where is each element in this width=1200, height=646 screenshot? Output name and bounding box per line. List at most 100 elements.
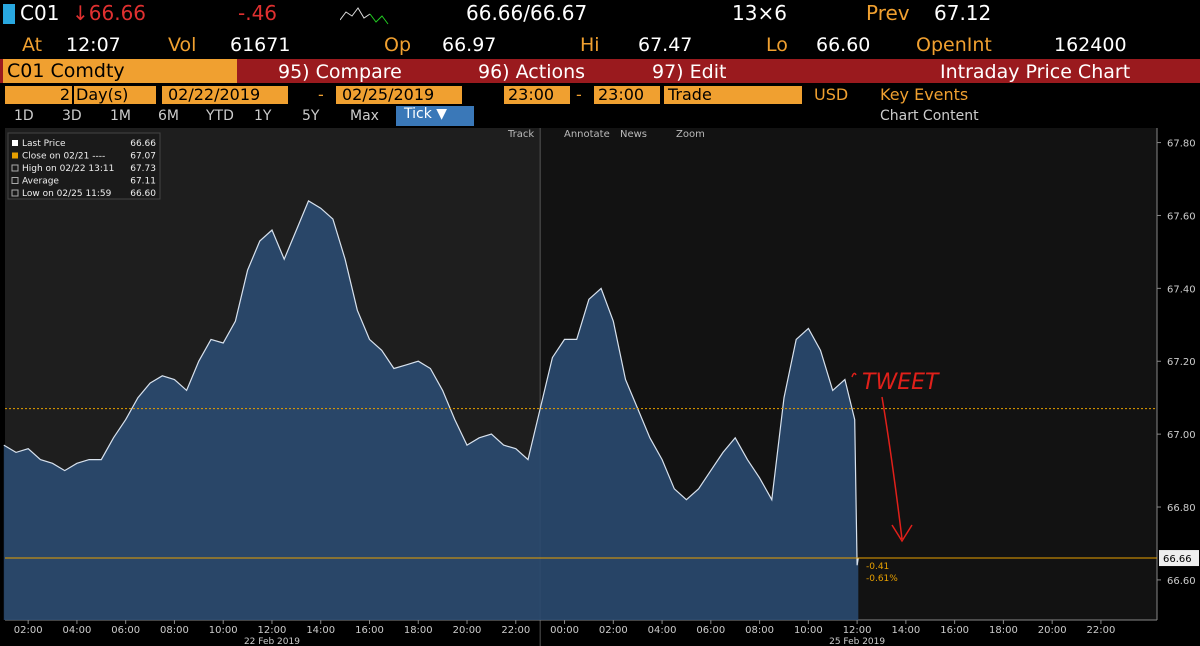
time-dash: - xyxy=(576,85,582,104)
date-dash: - xyxy=(318,85,324,104)
x-tick-label: 10:00 xyxy=(794,625,823,636)
x-tick-label: 20:00 xyxy=(1038,625,1067,636)
legend-name: Last Price xyxy=(22,139,66,149)
chart-tool[interactable]: Track xyxy=(508,129,535,140)
x-tick-label: 14:00 xyxy=(891,625,920,636)
legend: Last Price 66.66 Close on 02/21 ---- 67.07 H… xyxy=(7,132,161,200)
security-field[interactable]: C01 Comdty xyxy=(3,59,237,83)
x-tick-label: 10:00 xyxy=(209,625,238,636)
x-tick-label: 02:00 xyxy=(14,625,43,636)
at: 12:07 xyxy=(66,34,121,56)
oi: 162400 xyxy=(1054,34,1127,56)
prev-label: Prev xyxy=(866,1,910,25)
legend-value: 67.73 xyxy=(130,164,156,174)
y-tick-label: 67.40 xyxy=(1167,284,1196,295)
chart-content[interactable]: Chart Content xyxy=(880,108,979,124)
x-tick-label: 22:00 xyxy=(501,625,530,636)
field-select[interactable]: Trade xyxy=(664,86,802,104)
bid-ask: 66.66/66.67 xyxy=(466,1,588,25)
chart: 66.60 66.80 67.00 67.20 67.40 67.60 67.80 02:00… xyxy=(3,128,1199,646)
x-tick-label: 02:00 xyxy=(599,625,628,636)
start-date[interactable]: 02/22/2019 xyxy=(162,86,288,104)
y-tick-label: 66.80 xyxy=(1167,503,1196,514)
y-tick-label: 67.60 xyxy=(1167,211,1196,222)
op-label: Op xyxy=(384,34,412,56)
vol: 61671 xyxy=(230,34,291,56)
range-button[interactable]: 1D xyxy=(14,108,34,124)
range-button[interactable]: 6M xyxy=(158,108,179,124)
end-date[interactable]: 02/25/2019 xyxy=(336,86,462,104)
x-tick-label: 22:00 xyxy=(1087,625,1116,636)
prev: 67.12 xyxy=(934,1,992,25)
actions-button[interactable]: 96) Actions xyxy=(478,61,586,83)
interval-select[interactable]: Tick ▼ xyxy=(396,106,474,126)
change: -.46 xyxy=(238,1,278,25)
x-tick-label: 06:00 xyxy=(696,625,725,636)
time-start[interactable]: 23:00 xyxy=(504,86,570,104)
vol-label: Vol xyxy=(168,34,197,56)
days-field[interactable]: 2 xyxy=(5,86,72,104)
x-tick-label: 08:00 xyxy=(745,625,774,636)
x-tick-label: 16:00 xyxy=(355,625,384,636)
price-area xyxy=(3,200,859,620)
days-unit[interactable]: Day(s) xyxy=(74,86,156,104)
day-label: 22 Feb 2019 xyxy=(244,637,300,646)
x-tick-label: 20:00 xyxy=(453,625,482,636)
x-tick-label: 14:00 xyxy=(306,625,335,636)
range-button[interactable]: Max xyxy=(350,108,379,124)
oi-label: OpenInt xyxy=(916,34,992,56)
edit-button[interactable]: 97) Edit xyxy=(652,61,727,83)
ticker: C01 xyxy=(20,1,60,25)
lo-label: Lo xyxy=(766,34,788,56)
x-tick-label: 18:00 xyxy=(989,625,1018,636)
chart-tool[interactable]: Annotate xyxy=(564,129,610,140)
y-tick-label: 67.00 xyxy=(1167,430,1196,441)
legend-value: 66.60 xyxy=(130,189,156,199)
legend-swatch xyxy=(12,140,18,146)
annotation: TWEET xyxy=(862,370,940,395)
op: 66.97 xyxy=(442,34,497,56)
y-tick-label: 67.20 xyxy=(1167,357,1196,368)
legend-swatch xyxy=(11,164,19,172)
legend-name: High on 02/22 13:11 xyxy=(22,164,114,174)
change-label: -0.61% xyxy=(866,574,898,584)
time-end[interactable]: 23:00 xyxy=(594,86,660,104)
last-price-tag-label: 66.66 xyxy=(1163,554,1192,565)
hi: 67.47 xyxy=(638,34,693,56)
x-tick-label: 12:00 xyxy=(258,625,287,636)
key-events[interactable]: Key Events xyxy=(880,85,969,104)
size: 13×6 xyxy=(732,1,787,25)
x-tick-label: 06:00 xyxy=(111,625,140,636)
range-button[interactable]: 3D xyxy=(62,108,82,124)
range-button[interactable]: YTD xyxy=(206,108,234,124)
sparkline-icon xyxy=(340,7,389,25)
x-tick-label: 18:00 xyxy=(404,625,433,636)
annotation-arrow xyxy=(851,372,913,543)
at-label: At xyxy=(22,34,43,56)
legend-value: 67.11 xyxy=(130,177,156,187)
legend-value: 67.07 xyxy=(130,152,156,162)
chart-tool[interactable]: News xyxy=(620,129,648,140)
range-button[interactable]: 5Y xyxy=(302,108,320,124)
range-button[interactable]: 1Y xyxy=(254,108,272,124)
legend-name: Close on 02/21 ---- xyxy=(22,152,105,162)
currency: USD xyxy=(814,85,849,104)
x-tick-label: 08:00 xyxy=(160,625,189,636)
range-button[interactable]: 1M xyxy=(110,108,131,124)
compare-button[interactable]: 95) Compare xyxy=(278,61,402,83)
y-tick-label: 67.80 xyxy=(1167,139,1196,150)
legend-swatch xyxy=(11,189,19,197)
x-tick-label: 04:00 xyxy=(63,625,92,636)
legend-swatch xyxy=(11,177,19,184)
last-price: ↓66.66 xyxy=(72,1,147,25)
hi-label: Hi xyxy=(580,34,600,56)
x-tick-label: 12:00 xyxy=(843,625,872,636)
legend-box xyxy=(7,132,161,200)
legend-swatch xyxy=(12,152,18,159)
ticker-marker xyxy=(3,4,15,24)
x-tick-label: 04:00 xyxy=(648,625,677,636)
last-price-tag xyxy=(1159,550,1199,567)
chart-tool[interactable]: Zoom xyxy=(676,129,705,140)
day-label: 25 Feb 2019 xyxy=(829,637,885,646)
legend-name: Average xyxy=(22,177,59,187)
